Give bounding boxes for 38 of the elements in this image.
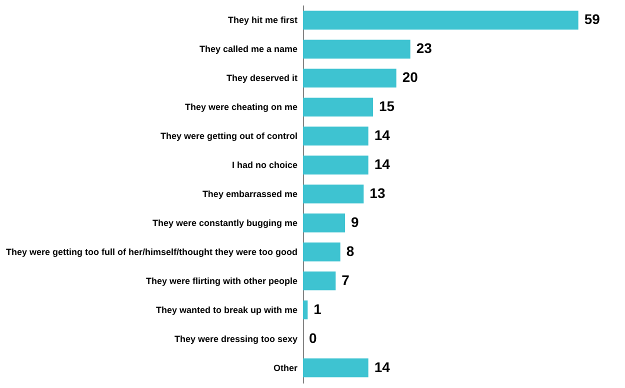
y-tick-label: They were constantly bugging me — [152, 218, 298, 228]
data-label: 14 — [374, 156, 390, 172]
y-tick-label: They embarrassed me — [202, 189, 298, 199]
y-tick-label: They wanted to break up with me — [156, 304, 298, 315]
data-label: 8 — [346, 242, 354, 259]
data-label: 9 — [351, 214, 359, 230]
data-label: 15 — [379, 98, 395, 114]
bar — [303, 98, 373, 117]
data-label: 20 — [402, 69, 418, 86]
data-label: 14 — [374, 127, 390, 144]
y-tick-label: I had no choice — [232, 160, 298, 170]
bar — [303, 156, 368, 174]
y-tick-label: They were getting too full of her/himself/thought they were too good — [6, 246, 298, 257]
data-label: 0 — [309, 330, 317, 346]
y-tick-label: Other — [273, 362, 298, 373]
bar — [303, 358, 368, 378]
y-tick-label: They were getting out of control — [160, 131, 298, 142]
y-tick-label: They hit me first — [228, 15, 298, 26]
y-tick-label: They deserved it — [226, 73, 298, 84]
bar — [303, 184, 364, 204]
bar — [303, 271, 336, 290]
bar — [303, 68, 396, 88]
data-label: 7 — [342, 272, 350, 288]
y-tick-label: They called me a name — [199, 44, 298, 54]
data-label: 13 — [370, 185, 386, 201]
bar — [303, 126, 368, 146]
y-tick-label: They were cheating on me — [184, 102, 298, 112]
bar — [303, 214, 345, 232]
y-tick-label: They were dressing too sexy — [174, 334, 298, 344]
bar — [303, 300, 308, 320]
data-label: 1 — [314, 300, 322, 317]
bar — [303, 242, 340, 262]
data-label: 23 — [416, 40, 432, 56]
data-label: 14 — [374, 358, 390, 375]
bar — [303, 40, 410, 59]
bar — [303, 10, 578, 30]
data-label: 59 — [584, 11, 600, 28]
y-tick-label: They were flirting with other people — [146, 276, 298, 286]
